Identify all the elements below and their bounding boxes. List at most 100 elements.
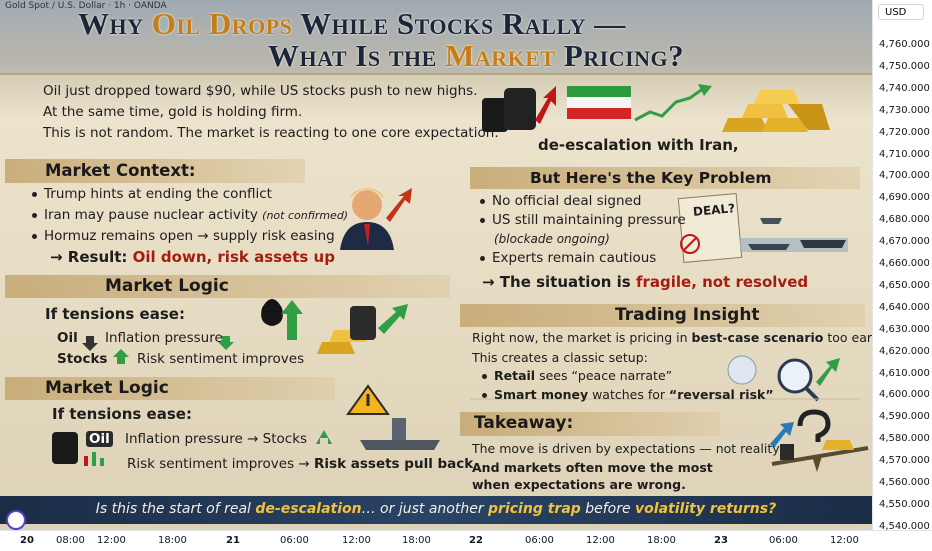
heading-band [460, 304, 865, 327]
symbol-label: Gold Spot / U.S. Dollar · 1h · OANDA [5, 1, 167, 11]
ship [760, 218, 782, 224]
section-heading: But Here's the Key Problem [530, 169, 772, 187]
gold-bar [754, 90, 800, 104]
magnifier [777, 358, 813, 394]
price-label: 4,580.000 [879, 433, 930, 445]
bullet-text: sees “peace narrate” [535, 368, 673, 383]
result: → Result: Oil down, risk assets up [50, 248, 335, 266]
warship [360, 440, 440, 450]
up-arrow [770, 422, 794, 448]
logic-item: Stocks [57, 351, 108, 367]
flag [567, 97, 631, 108]
logic-effect: Risk sentiment improves → Risk assets pu… [127, 456, 473, 472]
up-arrow [816, 358, 840, 386]
price-label: 4,630.000 [879, 323, 930, 335]
oil-barrel [504, 88, 536, 130]
time-label: 06:00 [525, 535, 554, 546]
bullet-text: Retail [494, 368, 536, 383]
conclusion: → The situation is fragile, not resolved [482, 273, 808, 291]
time-label: 08:00 [56, 535, 85, 546]
question-icon [797, 409, 831, 442]
logic-item: Oil [57, 330, 78, 346]
bullet-note: (blockade ongoing) [494, 232, 610, 246]
price-label: 4,650.000 [879, 279, 930, 291]
question: Is this the start of real de-escalation…… [0, 501, 872, 517]
deal-paper [677, 193, 743, 263]
no-sign [683, 237, 697, 251]
intro-line: Oil just dropped toward $90, while US st… [43, 83, 478, 99]
price-label: 4,670.000 [879, 236, 930, 248]
title-line: Why Oil Drops While Stocks Rally — [78, 6, 626, 42]
price-label: 4,600.000 [879, 389, 930, 401]
oil-drop [261, 299, 283, 326]
app-logo[interactable] [3, 507, 33, 530]
heading-band [470, 167, 860, 189]
up-arrow [316, 430, 332, 444]
intro-line: This is not random. The market is reacti… [43, 125, 499, 141]
time-label: 20 [20, 535, 34, 546]
question-banner: Is this the start of real de-escalation…… [0, 496, 872, 524]
bird-icon [727, 355, 757, 385]
takeaway-line: And markets often move the most [472, 460, 713, 475]
time-label: 18:00 [402, 535, 431, 546]
price-label: 4,700.000 [879, 170, 930, 182]
heading-band [460, 412, 720, 436]
oil-barrel [482, 98, 508, 132]
section-heading: Takeaway: [474, 413, 574, 433]
portrait [352, 190, 382, 220]
title-part: While Stocks Rally — [292, 6, 626, 41]
question-highlight: volatility returns? [635, 501, 777, 517]
time-label: 21 [226, 535, 240, 546]
bullet-text: Iran may pause nuclear activity [44, 207, 258, 223]
bullet: Experts remain cautious [480, 250, 656, 266]
price-label: 4,660.000 [879, 258, 930, 269]
insight-line: This creates a classic setup: [472, 350, 648, 365]
currency-button[interactable]: USD [878, 4, 924, 20]
intro-expectation: de-escalation with Iran, [538, 136, 739, 154]
price-label: 4,740.000 [879, 82, 930, 94]
logic-effect: Risk sentiment improves [137, 351, 305, 367]
flag [567, 108, 631, 119]
price-label: 4,710.000 [879, 148, 930, 160]
result-text: Oil down, risk assets up [132, 248, 335, 266]
app-logo[interactable] [6, 510, 26, 530]
bar-icon [92, 452, 96, 466]
title-part: Pricing? [555, 38, 685, 73]
time-label: 12:00 [586, 535, 615, 546]
insight-line: Right now, the market is pricing in best… [472, 330, 872, 345]
condition: If tensions ease: [52, 405, 192, 423]
question-highlight: de-escalation [255, 501, 362, 517]
insight-text: best-case scenario [691, 330, 824, 345]
bar-icon [100, 458, 104, 466]
bullet-text: Smart money [494, 387, 589, 402]
oil-barrel [52, 432, 78, 464]
bullet: Smart money watches for “reversal risk” [482, 387, 774, 402]
insight-text: too early. [827, 330, 872, 345]
down-arrow [82, 336, 98, 351]
time-axis: 20 08:00 12:00 18:00 21 06:00 12:00 18:00 22 06:0… [0, 530, 932, 551]
bullet: Hormuz remains open → supply risk easing [32, 228, 335, 244]
title-highlight: Oil Drops [151, 6, 293, 41]
price-label: 4,730.000 [879, 104, 930, 116]
magnifier [804, 386, 820, 402]
intro-line: At the same time, gold is holding firm. [43, 104, 303, 120]
section-heading: Market Logic [105, 276, 229, 296]
time-label: 06:00 [280, 535, 309, 546]
logic-text: Risk sentiment improves → [127, 456, 315, 472]
time-label: 18:00 [158, 535, 187, 546]
bullet-note: (not confirmed) [262, 209, 349, 222]
title-part: What Is the [268, 38, 446, 73]
logic-effect: Inflation pressure → Stocks [125, 431, 308, 447]
section-heading: Market Context: [45, 161, 196, 180]
up-arrow [281, 300, 303, 314]
takeaway-line: The move is driven by expectations — not… [472, 441, 780, 456]
down-arrow [218, 336, 234, 350]
result-label: → Result: [50, 248, 133, 266]
title-line: What Is the Market Pricing? [268, 38, 684, 74]
time-label: 12:00 [97, 535, 126, 546]
bullet: Trump hints at ending the conflict [32, 186, 272, 202]
price-label: 4,760.000 [879, 39, 930, 50]
price-axis: 4,760.000 4,750.000 4,740.000 4,730.000 4,72… [872, 0, 932, 532]
portrait [350, 188, 384, 198]
